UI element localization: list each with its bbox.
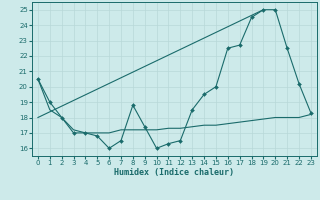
- X-axis label: Humidex (Indice chaleur): Humidex (Indice chaleur): [115, 168, 234, 177]
